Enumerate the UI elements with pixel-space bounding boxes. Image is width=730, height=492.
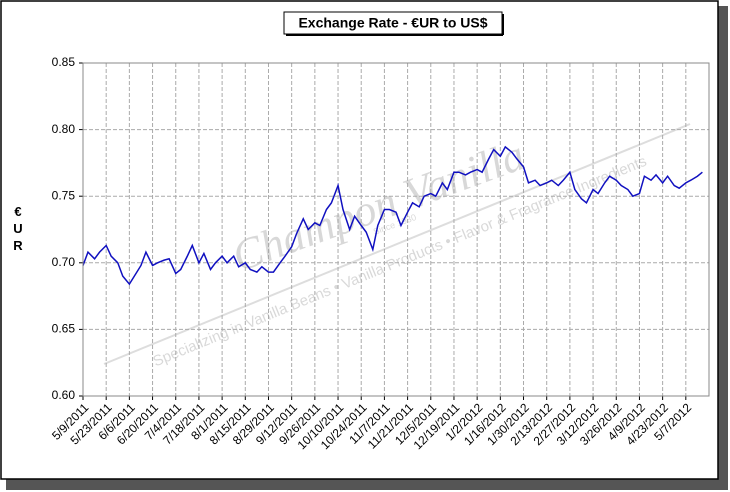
chart-title: Exchange Rate - €UR to US$ (298, 15, 487, 31)
plot-border (82, 62, 710, 397)
y-tick-label: 0.75 (52, 188, 76, 202)
y-axis-label: € U R (13, 204, 23, 253)
y-tick-label: 0.70 (52, 255, 76, 269)
data-line (82, 145, 703, 286)
y-tick-label: 0.60 (52, 388, 76, 402)
y-tick-label: 0.65 (52, 322, 76, 336)
y-tick-label: 0.80 (52, 122, 76, 136)
watermark-line (103, 123, 691, 365)
y-tick-label: 0.85 (52, 55, 76, 69)
